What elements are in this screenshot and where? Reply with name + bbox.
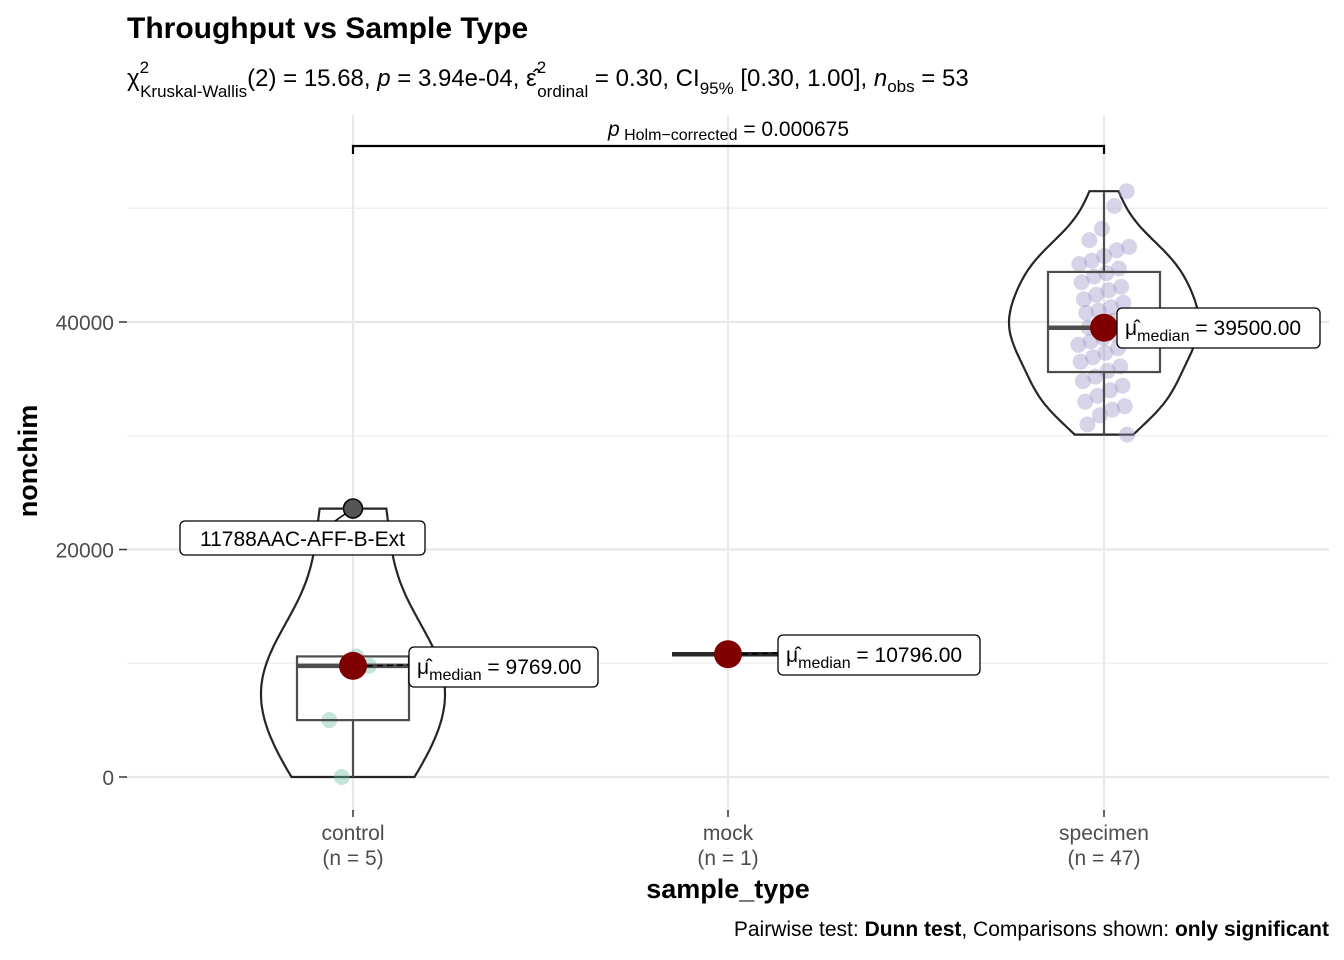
data-point-specimen bbox=[1100, 282, 1117, 299]
x-tick-count: (n = 47) bbox=[1068, 847, 1141, 870]
median-label-specimen: μ̂median = 39500.00 bbox=[1125, 317, 1301, 345]
median-labels: μ̂median = 9769.00 μ̂median = 10796.00 μ̂m… bbox=[366, 307, 1321, 688]
data-point-specimen bbox=[1119, 426, 1135, 443]
subtitle-p-value: 3.94e-04 bbox=[418, 65, 513, 92]
subtitle-effect-value: 0.30 bbox=[616, 65, 663, 92]
outlier-label-box bbox=[179, 520, 426, 556]
data-point-specimen bbox=[1074, 373, 1091, 390]
data-point-specimen bbox=[1116, 398, 1133, 415]
data-point-control bbox=[333, 769, 350, 785]
median-label-box bbox=[408, 646, 599, 688]
data-point-specimen bbox=[1088, 286, 1105, 303]
median-point-control bbox=[339, 651, 367, 680]
subtitle-effect-label: ordinal bbox=[537, 82, 588, 101]
violins bbox=[259, 190, 1201, 779]
subtitle-statistic-value: 15.68 bbox=[304, 65, 364, 92]
medians bbox=[339, 313, 1118, 680]
data-point-specimen bbox=[1071, 256, 1088, 272]
data-point-specimen bbox=[1077, 393, 1094, 410]
violin-specimen bbox=[1007, 190, 1201, 436]
y-tick-label: 0 bbox=[102, 767, 114, 790]
x-axis-title: sample_type bbox=[646, 874, 810, 904]
outlier-point bbox=[342, 498, 364, 519]
outlier-label: 11788AAC-AFF-B-Ext bbox=[200, 528, 405, 551]
data-point-specimen bbox=[1075, 291, 1092, 308]
median-label-connector bbox=[366, 664, 410, 667]
x-ticks: control(n = 5) mock(n = 1) specimen(n = 47… bbox=[321, 810, 1149, 870]
data-point-specimen bbox=[1115, 294, 1132, 311]
data-point-specimen bbox=[1102, 382, 1118, 399]
x-tick-label: specimen bbox=[1059, 822, 1149, 845]
data-point-specimen bbox=[1114, 377, 1131, 394]
data-point-specimen bbox=[1093, 220, 1110, 237]
subtitle-df: 2 bbox=[255, 65, 268, 92]
x-tick-label: mock bbox=[703, 822, 754, 845]
pairwise-comparison: p Holm−corrected = 0.000675 bbox=[351, 118, 1106, 154]
x-tick-count: (n = 1) bbox=[697, 847, 758, 870]
chart-title: Throughput vs Sample Type bbox=[127, 12, 528, 45]
median-label-box bbox=[1116, 307, 1321, 349]
data-point-specimen bbox=[1070, 336, 1087, 353]
points bbox=[321, 183, 1137, 785]
data-point-specimen bbox=[1098, 265, 1115, 282]
data-point-specimen bbox=[1106, 198, 1123, 214]
y-tick-label: 20000 bbox=[56, 540, 114, 563]
data-point-specimen bbox=[1089, 387, 1106, 404]
data-point-specimen bbox=[1081, 232, 1098, 249]
data-point-specimen bbox=[1078, 304, 1095, 321]
subtitle-ci-level: 95% bbox=[700, 79, 734, 98]
y-tick-label: 40000 bbox=[56, 312, 114, 335]
data-point-specimen bbox=[1085, 349, 1101, 366]
data-point-specimen bbox=[1073, 274, 1090, 291]
x-tick-label: control bbox=[321, 822, 384, 845]
median-label-control: μ̂median = 9769.00 bbox=[417, 656, 581, 684]
outlier-labels: 11788AAC-AFF-B-Ext bbox=[179, 498, 426, 556]
y-tick-labels: 0 20000 40000 bbox=[56, 312, 127, 790]
data-point-specimen bbox=[1113, 278, 1130, 295]
median-label-box bbox=[777, 634, 981, 676]
data-point-specimen bbox=[1079, 416, 1096, 433]
chart-subtitle: χ2 Kruskal-Wallis(2) = 15.68, p = 3.94e-0… bbox=[127, 58, 969, 101]
median-point-mock bbox=[714, 640, 742, 669]
subtitle-statistic: Kruskal-Wallis bbox=[140, 82, 247, 101]
data-point-specimen bbox=[1118, 183, 1135, 200]
caption: Pairwise test: Dunn test, Comparisons sh… bbox=[734, 918, 1329, 941]
data-point-specimen bbox=[1083, 252, 1100, 269]
pairwise-label: p Holm−corrected = 0.000675 bbox=[607, 118, 849, 144]
data-point-specimen bbox=[1097, 344, 1114, 361]
subtitle-ci: [0.30, 1.00] bbox=[740, 65, 860, 92]
y-axis-title: nonchim bbox=[13, 405, 43, 518]
subtitle-n-obs: 53 bbox=[942, 65, 969, 92]
grid bbox=[127, 115, 1329, 812]
data-point-specimen bbox=[1112, 358, 1129, 375]
data-point-specimen bbox=[1121, 238, 1137, 255]
data-point-specimen bbox=[1104, 401, 1121, 418]
pairwise-bracket bbox=[351, 144, 1106, 154]
data-point-specimen bbox=[1108, 242, 1125, 259]
median-label-connector bbox=[741, 652, 779, 655]
median-point-specimen bbox=[1090, 313, 1118, 342]
data-point-specimen bbox=[1103, 299, 1119, 316]
data-point-specimen bbox=[1072, 353, 1089, 370]
x-tick-count: (n = 5) bbox=[322, 847, 383, 870]
median-label-mock: μ̂median = 10796.00 bbox=[786, 644, 962, 672]
